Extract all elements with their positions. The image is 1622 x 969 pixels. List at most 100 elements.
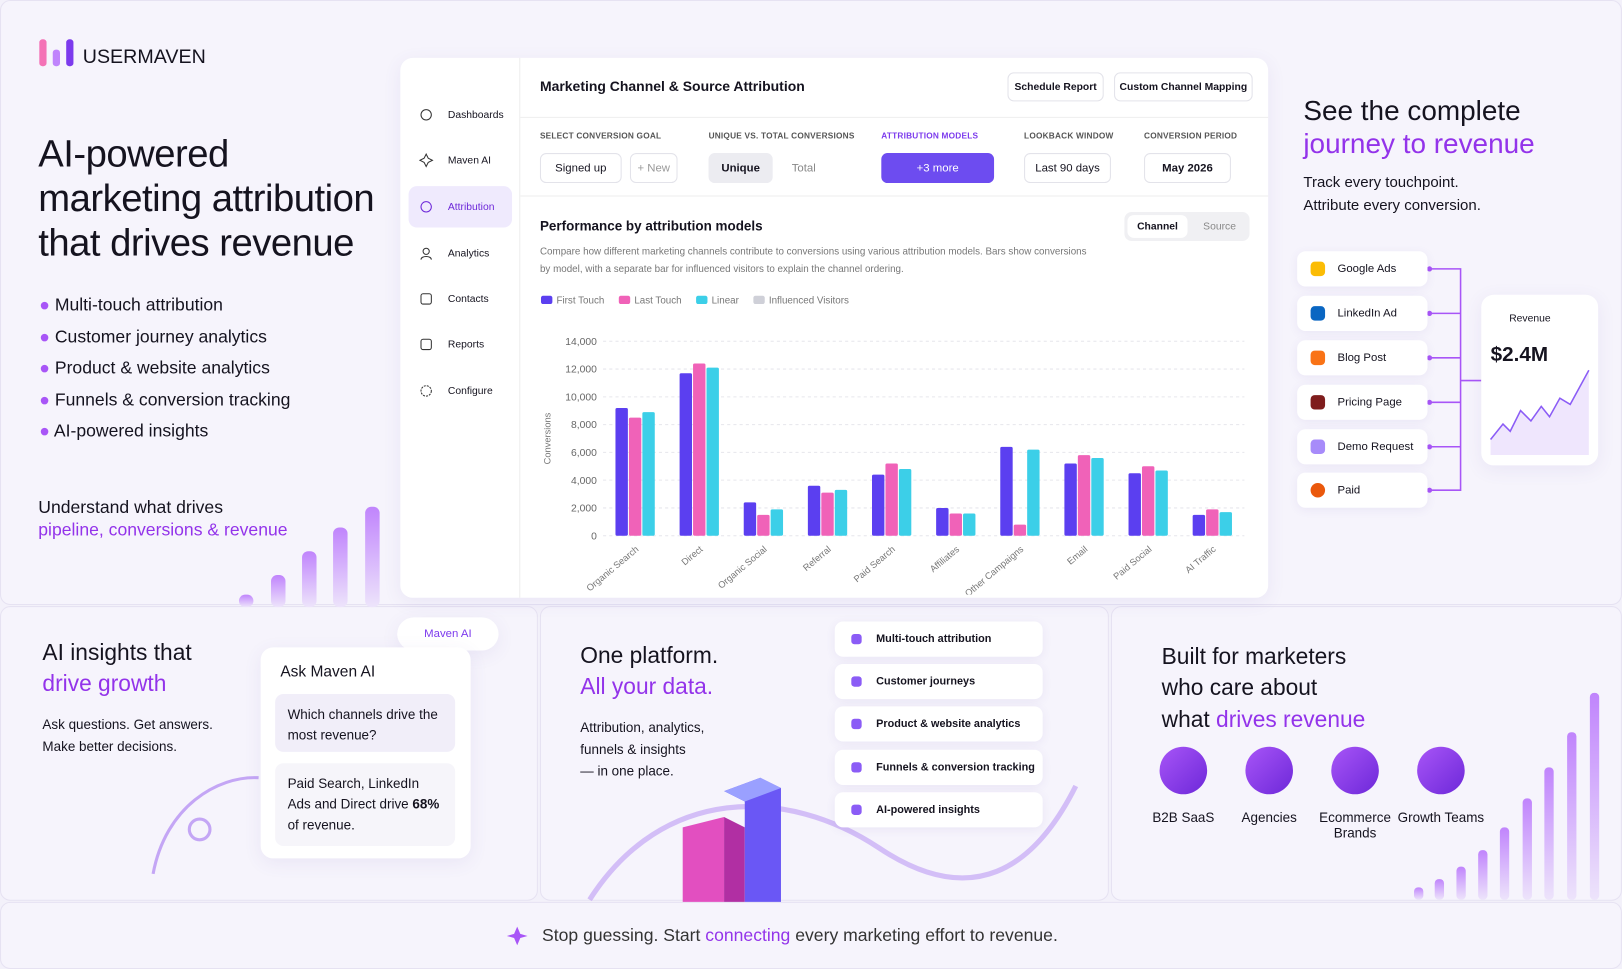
touchpoint-label: Blog Post <box>1337 351 1387 365</box>
nav-item[interactable]: Attribution <box>408 186 513 228</box>
legend-label: Last Touch <box>634 296 681 307</box>
tab[interactable]: Source <box>1203 220 1236 233</box>
touchpoint: Google Ads <box>1297 251 1428 287</box>
x-tick-label: Referral <box>801 544 833 573</box>
footer-part: every marketing effort to revenue. <box>790 925 1058 946</box>
button[interactable]: + New <box>629 153 678 184</box>
filter-label: LOOKBACK WINDOW <box>1024 131 1114 141</box>
nav-label: Analytics <box>447 247 490 260</box>
audience-title: what drives revenue <box>1162 706 1366 733</box>
feature-text: AI-powered insights <box>53 420 209 441</box>
segment-label: Growth Teams <box>1397 809 1485 826</box>
toggle[interactable]: Total <box>791 161 816 175</box>
feature-list: ● Multi-touch attribution ● Customer jou… <box>39 290 290 448</box>
bar <box>642 412 655 536</box>
journey-subtitle: Attribute every conversion. <box>1303 197 1481 215</box>
revenue-label: Revenue <box>1509 313 1551 325</box>
feature: ● Product & website analytics <box>39 357 270 378</box>
bar <box>706 367 719 536</box>
title-accent: drives revenue <box>1216 706 1366 733</box>
button[interactable]: Schedule Report <box>1007 72 1104 102</box>
bar <box>1027 449 1040 536</box>
feature: ● AI-powered insights <box>39 420 209 441</box>
touchpoint: Pricing Page <box>1297 384 1428 420</box>
bar <box>936 507 949 536</box>
bar <box>871 474 885 536</box>
bar <box>1155 470 1168 536</box>
touchpoint-label: Paid <box>1337 484 1361 497</box>
ask-title: Ask Maven AI <box>280 662 376 681</box>
touchpoint-label: Pricing Page <box>1337 396 1402 409</box>
feature-text: Customer journey analytics <box>54 326 267 346</box>
filter-label: SELECT CONVERSION GOAL <box>539 131 662 141</box>
platform-item: Multi-touch attribution <box>834 621 1043 657</box>
tagline: Understand what drives <box>38 497 224 518</box>
nav-item[interactable]: Analytics <box>409 233 512 274</box>
button[interactable]: Custom Channel Mapping <box>1114 72 1253 102</box>
segment: Growth Teams <box>1397 746 1485 826</box>
ai-title: AI insights that <box>42 639 192 665</box>
x-tick-label: Organic Social <box>716 544 769 591</box>
nav-label: Contacts <box>447 293 489 305</box>
nav-item[interactable]: Configure <box>409 370 512 411</box>
legend-swatch <box>540 295 553 305</box>
touchpoint: Paid <box>1297 472 1428 508</box>
select[interactable]: Last 90 days <box>1024 153 1111 184</box>
nav-item[interactable]: Contacts <box>409 278 512 319</box>
answer-text: Paid Search, LinkedIn Ads and Direct dri… <box>287 775 420 812</box>
select[interactable]: +3 more <box>881 153 995 184</box>
chart-title: Performance by attribution models <box>539 218 763 234</box>
title-part: what <box>1161 706 1217 733</box>
segment: B2B SaaS <box>1140 746 1227 826</box>
x-tick-label: Organic Search <box>585 544 641 593</box>
platform-item-label: Funnels & conversion tracking <box>876 761 1035 774</box>
legend-swatch <box>696 295 708 305</box>
bar <box>1128 473 1141 536</box>
platform-text: Attribution, analytics, <box>580 719 705 736</box>
tagline-accent: pipeline, conversions & revenue <box>38 520 288 540</box>
bar <box>821 492 834 536</box>
segment-label: Ecommerce Brands <box>1319 809 1391 841</box>
divider <box>520 195 1269 197</box>
touchpoint: Blog Post <box>1297 340 1428 376</box>
nav-label: Attribution <box>447 201 495 213</box>
segment: Ecommerce Brands <box>1312 746 1399 841</box>
select[interactable]: May 2026 <box>1144 153 1231 184</box>
tab[interactable]: Channel <box>1127 215 1188 238</box>
nav-item[interactable]: Reports <box>409 324 512 365</box>
bar <box>885 463 898 536</box>
segment-label: B2B SaaS <box>1152 809 1215 826</box>
feature-text: Funnels & conversion tracking <box>54 389 291 410</box>
y-tick-label: 10,000 <box>565 392 597 403</box>
nav-label: Dashboards <box>447 109 504 121</box>
audience-title: who care about <box>1161 674 1318 701</box>
answer-text: of revenue. <box>287 817 355 833</box>
bar <box>679 373 693 536</box>
hero-title: AI-powered marketing attribution that driv… <box>38 131 374 264</box>
chip[interactable]: Maven AI <box>397 617 499 651</box>
y-tick-label: 0 <box>591 531 597 542</box>
segment: Agencies <box>1226 746 1313 825</box>
answer: Paid Search, LinkedIn Ads and Direct dri… <box>275 763 456 846</box>
nav-item[interactable]: Dashboards <box>409 94 512 135</box>
nav-label: Reports <box>447 338 485 351</box>
filter-label: ATTRIBUTION MODELS <box>881 131 979 141</box>
chart-subtitle: Compare how different marketing channels… <box>539 246 1087 276</box>
bar <box>1219 512 1232 536</box>
select[interactable]: Signed up <box>539 153 622 184</box>
divider <box>519 57 521 598</box>
y-tick-label: 4,000 <box>571 476 597 487</box>
bar <box>743 502 757 536</box>
toggle[interactable]: Unique <box>708 153 773 184</box>
sparkline <box>1489 369 1590 456</box>
filter-label: CONVERSION PERIOD <box>1144 131 1238 141</box>
nav-item[interactable]: Maven AI <box>409 140 512 181</box>
y-tick-label: 8,000 <box>571 420 597 431</box>
title-line: marketing attribution <box>38 176 375 220</box>
platform-item: Funnels & conversion tracking <box>834 749 1043 785</box>
bar <box>693 363 706 536</box>
touchpoint-label: Google Ads <box>1337 262 1397 276</box>
legend-swatch <box>753 295 765 305</box>
platform-text: — in one place. <box>580 763 674 779</box>
